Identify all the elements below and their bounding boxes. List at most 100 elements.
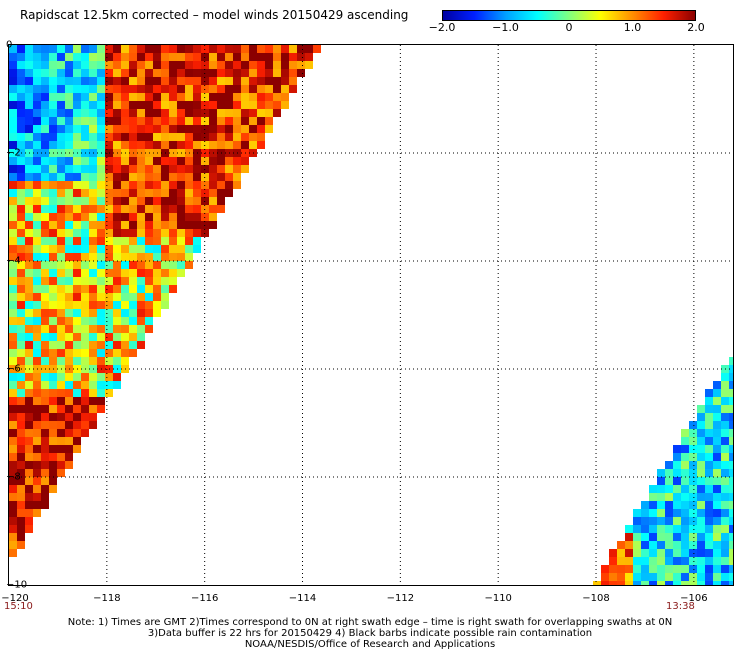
wind-cell xyxy=(113,245,121,253)
wind-cell xyxy=(17,461,25,469)
wind-cell xyxy=(689,421,697,429)
wind-cell xyxy=(721,421,729,429)
wind-cell xyxy=(601,573,609,581)
wind-cell xyxy=(649,485,657,493)
wind-cell xyxy=(241,85,249,93)
wind-cell xyxy=(689,429,697,437)
wind-cell xyxy=(169,277,177,285)
wind-cell xyxy=(601,565,609,573)
wind-cell xyxy=(153,293,161,301)
wind-cell xyxy=(153,245,161,253)
wind-cell xyxy=(625,549,633,557)
wind-cell xyxy=(169,125,177,133)
wind-cell xyxy=(729,397,733,405)
wind-cell xyxy=(9,445,17,453)
wind-cell xyxy=(657,525,665,533)
wind-cell xyxy=(49,69,57,77)
wind-cell xyxy=(17,173,25,181)
wind-cell xyxy=(33,341,41,349)
wind-cell xyxy=(153,141,161,149)
wind-cell xyxy=(689,485,697,493)
wind-cell xyxy=(105,173,113,181)
colorbar-tick-label: −2.0 xyxy=(428,21,456,34)
wind-cell xyxy=(217,125,225,133)
wind-cell xyxy=(153,77,161,85)
wind-cell xyxy=(633,557,641,565)
wind-cell xyxy=(649,573,657,581)
wind-cell xyxy=(57,421,65,429)
wind-cell xyxy=(73,237,81,245)
wind-cell xyxy=(73,277,81,285)
wind-cell xyxy=(185,165,193,173)
wind-cell xyxy=(129,205,137,213)
wind-cell xyxy=(249,133,257,141)
wind-cell xyxy=(705,525,713,533)
wind-cell xyxy=(689,557,697,565)
wind-cell xyxy=(17,53,25,61)
wind-cell xyxy=(81,333,89,341)
wind-cell xyxy=(105,53,113,61)
wind-cell xyxy=(169,285,177,293)
wind-cell xyxy=(65,173,73,181)
wind-cell xyxy=(9,293,17,301)
wind-cell xyxy=(241,165,249,173)
wind-cell xyxy=(633,509,641,517)
wind-cell xyxy=(81,293,89,301)
wind-cell xyxy=(57,461,65,469)
wind-cell xyxy=(705,581,713,585)
wind-cell xyxy=(241,77,249,85)
wind-cell xyxy=(73,197,81,205)
wind-cell xyxy=(97,237,105,245)
wind-cell xyxy=(97,397,105,405)
wind-cell xyxy=(721,517,729,525)
wind-cell xyxy=(105,381,113,389)
wind-cell xyxy=(225,141,233,149)
wind-cell xyxy=(129,325,137,333)
wind-cell xyxy=(25,157,33,165)
wind-cell xyxy=(673,581,681,585)
wind-cell xyxy=(721,413,729,421)
wind-cell xyxy=(689,493,697,501)
wind-cell xyxy=(137,213,145,221)
wind-cell xyxy=(177,245,185,253)
wind-cell xyxy=(41,397,49,405)
wind-cell xyxy=(25,437,33,445)
wind-cell xyxy=(177,173,185,181)
wind-cell xyxy=(673,549,681,557)
wind-cell xyxy=(281,53,289,61)
wind-cell xyxy=(33,301,41,309)
wind-cell xyxy=(41,341,49,349)
wind-cell xyxy=(705,485,713,493)
wind-cell xyxy=(665,573,673,581)
wind-cell xyxy=(641,509,649,517)
wind-cell xyxy=(25,221,33,229)
wind-cell xyxy=(25,141,33,149)
x-tick-label: −106 xyxy=(680,593,708,604)
wind-cell xyxy=(41,45,49,53)
wind-cell xyxy=(97,301,105,309)
wind-cell xyxy=(105,325,113,333)
wind-cell xyxy=(121,213,129,221)
wind-cell xyxy=(729,365,733,373)
wind-cell xyxy=(97,229,105,237)
wind-cell xyxy=(49,221,57,229)
wind-cell xyxy=(9,213,17,221)
wind-cell xyxy=(681,453,689,461)
wind-cell xyxy=(25,229,33,237)
wind-cell xyxy=(65,325,73,333)
wind-cell xyxy=(137,77,145,85)
wind-cell xyxy=(681,469,689,477)
wind-cell xyxy=(161,261,169,269)
wind-cell xyxy=(689,453,697,461)
wind-cell xyxy=(41,277,49,285)
wind-cell xyxy=(673,469,681,477)
wind-cell xyxy=(185,213,193,221)
wind-cell xyxy=(625,525,633,533)
wind-cell xyxy=(729,373,733,381)
wind-cell xyxy=(257,101,265,109)
wind-cell xyxy=(601,581,609,585)
wind-cell xyxy=(169,205,177,213)
wind-cell xyxy=(249,53,257,61)
wind-cell xyxy=(49,293,57,301)
wind-cell xyxy=(217,141,225,149)
